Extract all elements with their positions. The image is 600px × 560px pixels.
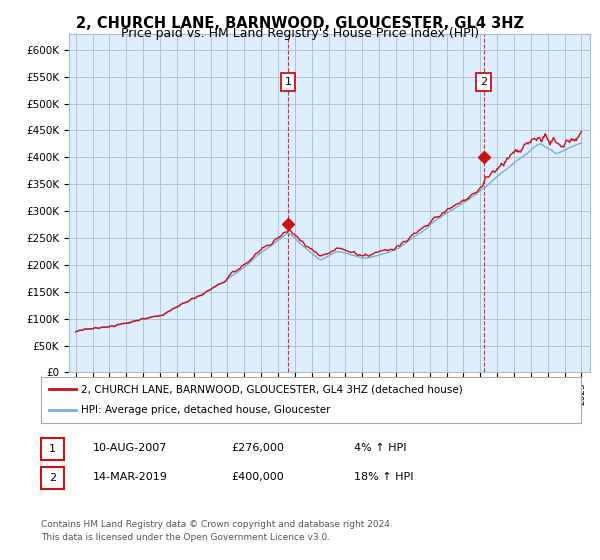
Text: 2, CHURCH LANE, BARNWOOD, GLOUCESTER, GL4 3HZ: 2, CHURCH LANE, BARNWOOD, GLOUCESTER, GL… bbox=[76, 16, 524, 31]
Text: 4% ↑ HPI: 4% ↑ HPI bbox=[354, 443, 407, 453]
Text: Price paid vs. HM Land Registry's House Price Index (HPI): Price paid vs. HM Land Registry's House … bbox=[121, 27, 479, 40]
Text: 1: 1 bbox=[49, 444, 56, 454]
Text: 14-MAR-2019: 14-MAR-2019 bbox=[93, 472, 168, 482]
Text: 2, CHURCH LANE, BARNWOOD, GLOUCESTER, GL4 3HZ (detached house): 2, CHURCH LANE, BARNWOOD, GLOUCESTER, GL… bbox=[82, 384, 463, 394]
Text: 2: 2 bbox=[49, 473, 56, 483]
Text: £400,000: £400,000 bbox=[231, 472, 284, 482]
Text: Contains HM Land Registry data © Crown copyright and database right 2024.: Contains HM Land Registry data © Crown c… bbox=[41, 520, 392, 529]
Text: HPI: Average price, detached house, Gloucester: HPI: Average price, detached house, Glou… bbox=[82, 405, 331, 416]
Text: 1: 1 bbox=[284, 77, 292, 87]
Text: 18% ↑ HPI: 18% ↑ HPI bbox=[354, 472, 413, 482]
Text: 2: 2 bbox=[480, 77, 487, 87]
Text: This data is licensed under the Open Government Licence v3.0.: This data is licensed under the Open Gov… bbox=[41, 533, 330, 542]
Text: 10-AUG-2007: 10-AUG-2007 bbox=[93, 443, 167, 453]
Text: £276,000: £276,000 bbox=[231, 443, 284, 453]
